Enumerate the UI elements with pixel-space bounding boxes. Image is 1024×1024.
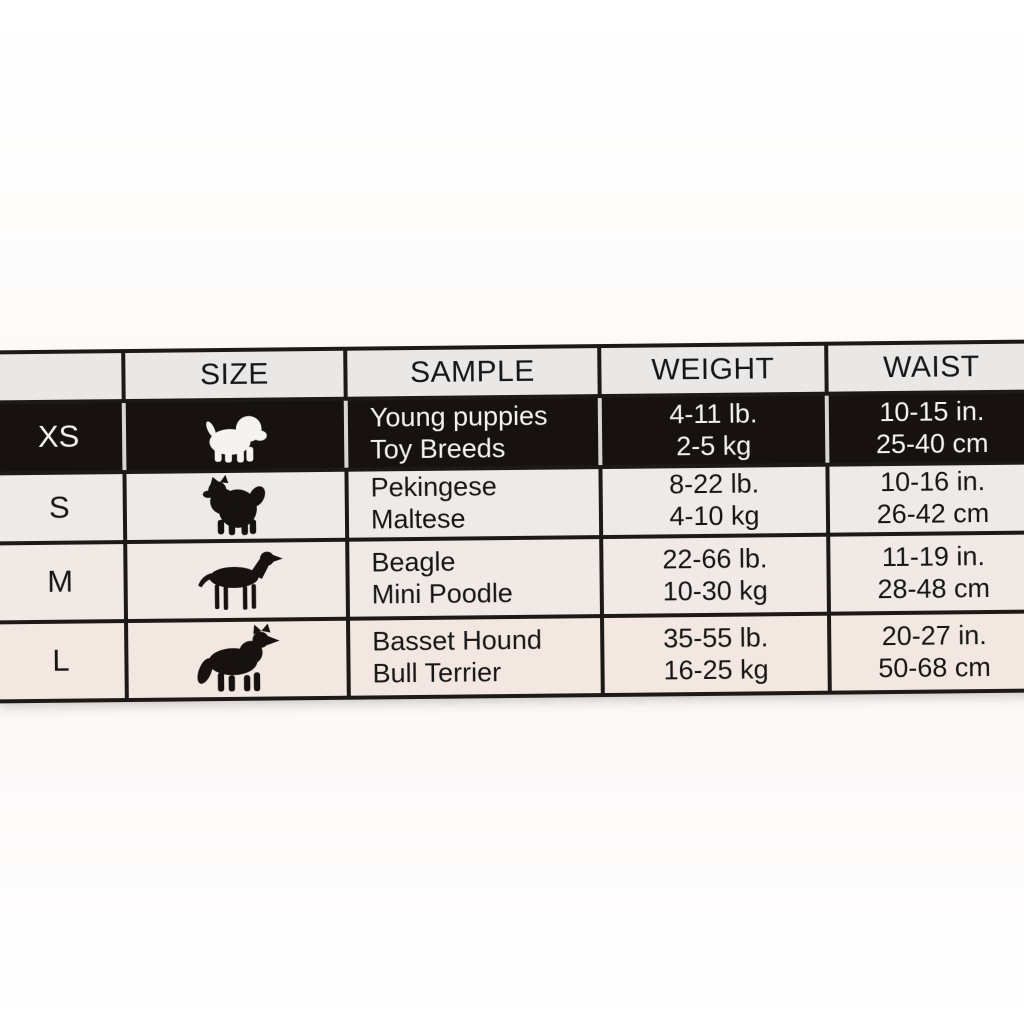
sample-cell: Pekingese Maltese	[348, 469, 604, 538]
weight-cell: 4-11 lb. 2-5 kg	[601, 395, 830, 466]
table-row-xs: XS	[0, 389, 1024, 472]
size-cell: L	[0, 623, 129, 700]
collie-silhouette-icon	[182, 623, 293, 696]
table-row-s: S	[0, 460, 1024, 542]
header-blank	[0, 353, 126, 401]
weight-cell: 8-22 lb. 4-10 kg	[602, 466, 831, 536]
table-row-m: M	[0, 530, 1024, 621]
header-weight: WEIGHT	[601, 345, 829, 395]
header-waist: WAIST	[883, 350, 980, 385]
sample-cell: Basset Hound Bull Terrier	[350, 618, 605, 696]
sample-cell: Young puppies Toy Breeds	[347, 398, 603, 468]
waist-cell: 20-27 in. 50-68 cm	[878, 619, 991, 683]
weight-cell: 35-55 lb. 16-25 kg	[604, 615, 832, 694]
icon-cell	[127, 541, 350, 620]
size-chart-photo: SIZE SAMPLE WEIGHT WAIST XS	[0, 339, 1024, 704]
size-cell: S	[0, 474, 128, 542]
icon-cell	[125, 400, 349, 471]
icon-cell	[128, 620, 351, 699]
size-cell: M	[0, 544, 129, 621]
size-chart-table: SIZE SAMPLE WEIGHT WAIST XS	[0, 339, 1024, 704]
pekingese-silhouette-icon	[185, 473, 286, 538]
waist-cell: 11-19 in. 28-48 cm	[877, 540, 991, 604]
waist-cell: 10-16 in. 26-42 cm	[876, 466, 990, 530]
beagle-silhouette-icon	[181, 545, 292, 616]
puppy-silhouette-icon	[187, 405, 284, 466]
size-cell: XS	[0, 403, 127, 472]
weight-cell: 22-66 lb. 10-30 kg	[603, 536, 831, 615]
sample-cell: Beagle Mini Poodle	[349, 539, 604, 617]
header-sample: SAMPLE	[347, 348, 602, 397]
table-row-l: L	[0, 609, 1024, 700]
icon-cell	[126, 471, 350, 541]
waist-cell: 10-15 in. 25-40 cm	[875, 395, 989, 459]
header-size: SIZE	[125, 350, 348, 400]
